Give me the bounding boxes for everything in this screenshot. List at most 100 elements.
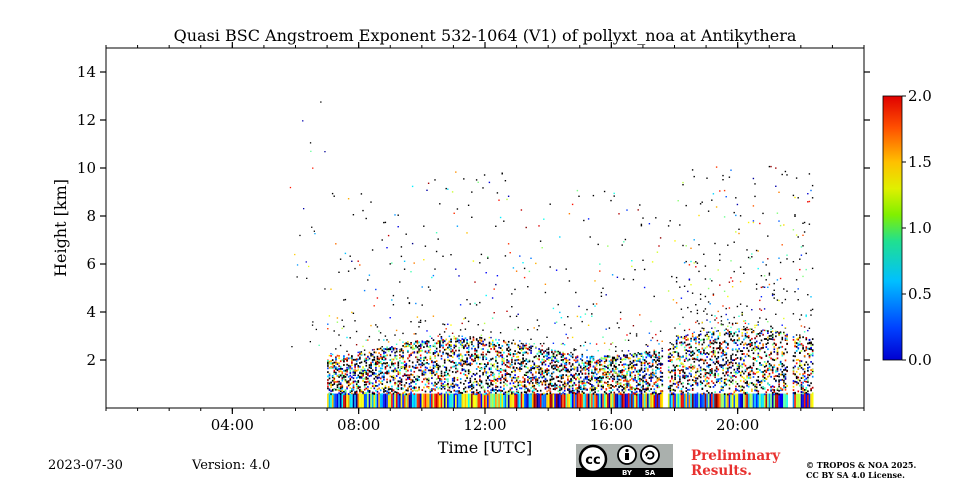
heatmap-cell — [779, 261, 782, 264]
heatmap-cell — [423, 359, 425, 362]
heatmap-cell — [367, 372, 369, 375]
heatmap-cell — [586, 360, 588, 362]
heatmap-cell — [426, 352, 428, 354]
heatmap-cell — [403, 384, 406, 387]
heatmap-cell — [551, 349, 553, 352]
heatmap-cell — [539, 368, 542, 371]
heatmap-cell — [495, 386, 497, 388]
heatmap-cell — [423, 341, 425, 344]
heatmap-cell — [523, 267, 526, 270]
heatmap-cell — [707, 382, 710, 385]
heatmap-cell — [720, 320, 723, 322]
heatmap-cell — [682, 393, 684, 408]
heatmap-cell — [507, 366, 510, 368]
heatmap-cell — [599, 360, 601, 363]
heatmap-cell — [355, 377, 358, 379]
heatmap-cell — [331, 366, 334, 369]
heatmap-cell — [557, 366, 560, 369]
heatmap-cell — [639, 358, 641, 361]
heatmap-cell — [363, 349, 366, 351]
heatmap-cell — [491, 383, 494, 386]
heatmap-cell — [557, 350, 559, 353]
heatmap-cell — [495, 350, 497, 353]
heatmap-cell — [775, 379, 777, 382]
heatmap-cell — [493, 373, 496, 376]
heatmap-cell — [339, 393, 342, 408]
heatmap-cell — [768, 375, 771, 377]
heatmap-cell — [763, 376, 766, 379]
heatmap-cell — [541, 353, 544, 356]
heatmap-cell — [432, 361, 435, 364]
heatmap-cell — [512, 267, 515, 269]
heatmap-cell — [677, 352, 680, 355]
heatmap-cell — [792, 392, 795, 394]
heatmap-cell — [402, 354, 404, 357]
heatmap-cell — [346, 373, 348, 376]
heatmap-cell — [634, 359, 636, 362]
heatmap-cell — [597, 393, 600, 408]
heatmap-cell — [517, 355, 520, 358]
heatmap-cell — [605, 355, 608, 358]
heatmap-cell — [736, 339, 739, 342]
heatmap-cell — [488, 181, 491, 184]
heatmap-cell — [493, 393, 496, 408]
heatmap-cell — [480, 368, 483, 370]
heatmap-cell — [653, 351, 656, 353]
heatmap-cell — [759, 332, 761, 335]
heatmap-cell — [765, 346, 768, 348]
heatmap-cell — [629, 372, 632, 375]
heatmap-cell — [610, 391, 612, 394]
heatmap-cell — [563, 366, 566, 369]
heatmap-cell — [354, 363, 356, 366]
heatmap-cell — [677, 365, 680, 367]
heatmap-cell — [395, 355, 398, 358]
heatmap-cell — [499, 393, 502, 396]
heatmap-cell — [771, 336, 774, 339]
heatmap-cell — [573, 359, 576, 362]
heatmap-cell — [379, 332, 382, 334]
heatmap-cell — [469, 379, 472, 382]
heatmap-cell — [450, 324, 452, 326]
heatmap-cell — [397, 393, 400, 408]
heatmap-cell — [336, 375, 339, 377]
heatmap-cell — [538, 325, 540, 327]
heatmap-cell — [698, 351, 700, 353]
heatmap-cell — [506, 391, 508, 394]
heatmap-cell — [423, 373, 425, 376]
heatmap-cell — [509, 375, 512, 378]
heatmap-cell — [730, 331, 732, 333]
heatmap-cell — [391, 299, 393, 301]
heatmap-cell — [474, 349, 476, 352]
heatmap-cell — [495, 358, 497, 360]
heatmap-cell — [786, 335, 788, 338]
heatmap-cell — [706, 376, 708, 379]
heatmap-cell — [509, 353, 512, 356]
heatmap-cell — [407, 387, 409, 390]
heatmap-cell — [779, 362, 782, 365]
heatmap-cell — [440, 337, 443, 340]
heatmap-cell — [347, 381, 350, 383]
heatmap-cell — [386, 247, 388, 249]
heatmap-cell — [533, 391, 536, 394]
heatmap-cell — [517, 346, 520, 349]
heatmap-cell — [480, 343, 483, 345]
heatmap-cell — [458, 346, 460, 349]
heatmap-cell — [752, 177, 755, 180]
heatmap-cell — [624, 385, 627, 388]
heatmap-cell — [626, 334, 628, 336]
heatmap-cell — [427, 351, 430, 354]
heatmap-cell — [776, 370, 779, 373]
heatmap-cell — [746, 384, 748, 387]
heatmap-cell — [682, 337, 684, 340]
heatmap-cell — [549, 383, 552, 386]
heatmap-cell — [691, 354, 694, 356]
heatmap-cell — [370, 352, 372, 355]
heatmap-cell — [648, 393, 651, 408]
heatmap-cell — [335, 348, 337, 350]
heatmap-cell — [706, 356, 708, 358]
heatmap-cell — [743, 380, 745, 383]
heatmap-cell — [723, 384, 726, 387]
heatmap-cell — [448, 354, 451, 357]
heatmap-cell — [615, 381, 617, 384]
heatmap-cell — [565, 268, 567, 270]
